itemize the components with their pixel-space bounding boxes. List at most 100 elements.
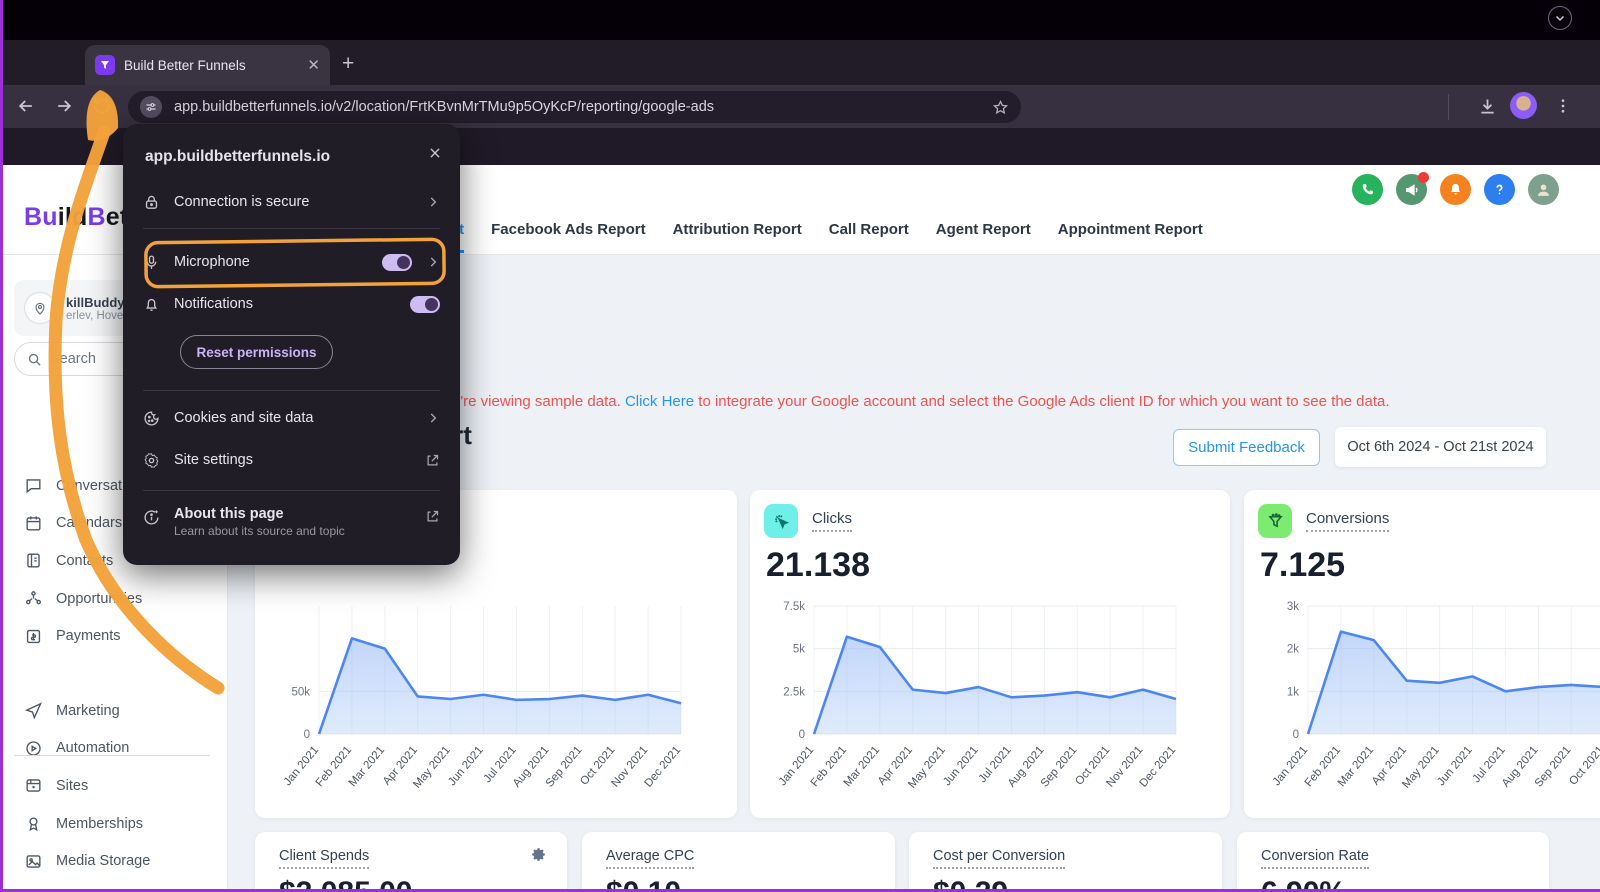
about-page-row[interactable]: About this page Learn about its source a…	[123, 502, 460, 550]
sidebar-item-automation[interactable]: Automation	[0, 730, 228, 768]
sidebar-item-marketing[interactable]: Marketing	[0, 692, 228, 730]
phone-header-icon[interactable]	[1352, 174, 1383, 205]
popup-divider	[143, 228, 440, 229]
chevron-right-icon	[426, 255, 440, 269]
contacts-icon	[27, 553, 40, 568]
payments-icon	[26, 629, 41, 643]
microphone-toggle[interactable]	[382, 253, 412, 271]
about-page-title: About this page	[174, 506, 284, 522]
cookies-row[interactable]: Cookies and site data	[123, 401, 460, 435]
submit-feedback-button[interactable]: Submit Feedback	[1173, 429, 1320, 466]
bell-icon	[143, 296, 160, 313]
tab-attribution-report[interactable]: Attribution Report	[672, 221, 802, 238]
notifications-header-icon[interactable]	[1440, 174, 1471, 205]
new-tab-button[interactable]: +	[342, 52, 355, 75]
calendar-icon	[26, 516, 41, 531]
memberships-icon	[29, 817, 38, 832]
chevron-right-icon	[426, 195, 440, 209]
connection-secure-label: Connection is secure	[174, 194, 310, 210]
site-info-icon[interactable]	[140, 96, 162, 118]
sidebar-item-label: Media Storage	[56, 853, 151, 870]
connection-secure-row[interactable]: Connection is secure	[123, 185, 460, 219]
back-icon[interactable]	[16, 96, 36, 116]
browser-menu-icon[interactable]	[1554, 96, 1572, 116]
sidebar-item-label: Calendars	[56, 515, 123, 532]
sidebar-item-label: Memberships	[56, 815, 144, 832]
download-icon[interactable]	[1477, 96, 1498, 117]
notifications-label: Notifications	[174, 296, 253, 312]
cookie-icon	[143, 410, 160, 427]
svg-text:Jun 2021: Jun 2021	[1435, 744, 1475, 788]
gear-icon[interactable]	[530, 846, 547, 863]
notifications-row[interactable]: Notifications	[123, 287, 460, 321]
notifications-toggle[interactable]	[410, 295, 440, 313]
svg-text:1k: 1k	[1287, 686, 1299, 698]
announcements-header-icon[interactable]	[1396, 172, 1429, 205]
metric-card-clicks: Clicks 21.138 7.5k 5k 2.5k 0 Jan 2021 Feb 202…	[750, 490, 1230, 818]
svg-text:3k: 3k	[1287, 601, 1299, 613]
stat-label[interactable]: Conversion Rate	[1261, 848, 1369, 869]
chevron-right-icon	[426, 411, 440, 425]
info-icon	[143, 509, 160, 526]
forward-icon[interactable]	[54, 96, 74, 116]
profile-header-icon[interactable]	[1528, 174, 1559, 205]
tab-agent-report[interactable]: Agent Report	[935, 221, 1031, 238]
help-header-icon[interactable]	[1484, 174, 1515, 205]
search-icon	[27, 352, 42, 367]
sidebar-item-media-storage[interactable]: Media Storage	[0, 842, 228, 880]
browser-tab[interactable]: Build Better Funnels ✕	[85, 45, 330, 85]
search-placeholder: Search	[50, 351, 96, 367]
stat-label[interactable]: Average CPC	[606, 848, 695, 869]
svg-text:0: 0	[304, 729, 310, 741]
svg-text:Oct 2021: Oct 2021	[1567, 744, 1600, 787]
sidebar-item-label: Sites	[56, 777, 89, 794]
sidebar-item-label: Opportunities	[56, 590, 143, 607]
conversions-icon	[1258, 504, 1292, 538]
microphone-icon	[143, 254, 160, 271]
tab-call-report[interactable]: Call Report	[828, 221, 909, 238]
collapse-chevron-icon[interactable]	[1548, 6, 1572, 30]
clicks-total: 21.138	[766, 546, 870, 584]
stat-label[interactable]: Client Spends	[279, 848, 370, 869]
browser-avatar[interactable]	[1510, 92, 1537, 119]
chart-3-body: 3k 2k 1k 0 Jan 2021 Feb 2021 Mar 2021 Apr 2021 M…	[1258, 598, 1600, 806]
url-bar[interactable]: app.buildbetterfunnels.io/v2/location/Fr…	[128, 91, 1021, 123]
microphone-row[interactable]: Microphone	[123, 245, 460, 279]
popup-divider	[143, 390, 440, 391]
popup-divider	[143, 490, 440, 491]
site-settings-row[interactable]: Site settings	[123, 443, 460, 477]
svg-text:Jun 2021: Jun 2021	[446, 744, 486, 788]
sample-data-notice: You're viewing sample data. Click Here t…	[435, 393, 1390, 410]
svg-text:7.5k: 7.5k	[783, 601, 805, 613]
svg-text:2.5k: 2.5k	[783, 686, 805, 698]
clicks-label[interactable]: Clicks	[812, 510, 852, 532]
date-range-picker[interactable]: Oct 6th 2024 - Oct 21st 2024	[1335, 427, 1546, 467]
marketing-icon	[24, 702, 42, 720]
tab-appointment-report[interactable]: Appointment Report	[1057, 221, 1203, 238]
tab-facebook-ads-report[interactable]: Facebook Ads Report	[491, 221, 646, 238]
sidebar-item-opportunities[interactable]: Opportunities	[0, 580, 228, 618]
lock-icon	[143, 194, 160, 211]
metric-card-conversions: Conversions 7.125 3k 2k 1k 0 Jan 2021 Feb 202…	[1244, 490, 1600, 818]
toolbar-separator	[1448, 94, 1449, 120]
sidebar-item-sites[interactable]: Sites	[0, 767, 228, 805]
sidebar-divider	[14, 755, 210, 756]
tab-title: Build Better Funnels	[124, 57, 246, 73]
site-settings-label: Site settings	[174, 452, 253, 468]
reset-permissions-button[interactable]: Reset permissions	[180, 335, 333, 369]
sidebar-item-payments[interactable]: Payments	[0, 617, 228, 655]
conversions-label[interactable]: Conversions	[1306, 510, 1390, 532]
url-text[interactable]: app.buildbetterfunnels.io/v2/location/Fr…	[174, 99, 715, 115]
site-info-popup: app.buildbetterfunnels.io Connection is …	[123, 124, 460, 565]
click-here-link[interactable]: Click Here	[624, 393, 695, 410]
bookmark-star-icon[interactable]	[992, 99, 1009, 116]
stat-label[interactable]: Cost per Conversion	[933, 848, 1066, 869]
reload-icon[interactable]	[92, 96, 112, 116]
stat-card-cost-per-conversion: Cost per Conversion $0,29	[909, 832, 1222, 892]
sidebar-item-memberships[interactable]: Memberships	[0, 805, 228, 843]
tab-close-icon[interactable]: ✕	[307, 57, 320, 74]
svg-text:0: 0	[1293, 729, 1299, 741]
popup-close-icon[interactable]	[428, 146, 442, 160]
